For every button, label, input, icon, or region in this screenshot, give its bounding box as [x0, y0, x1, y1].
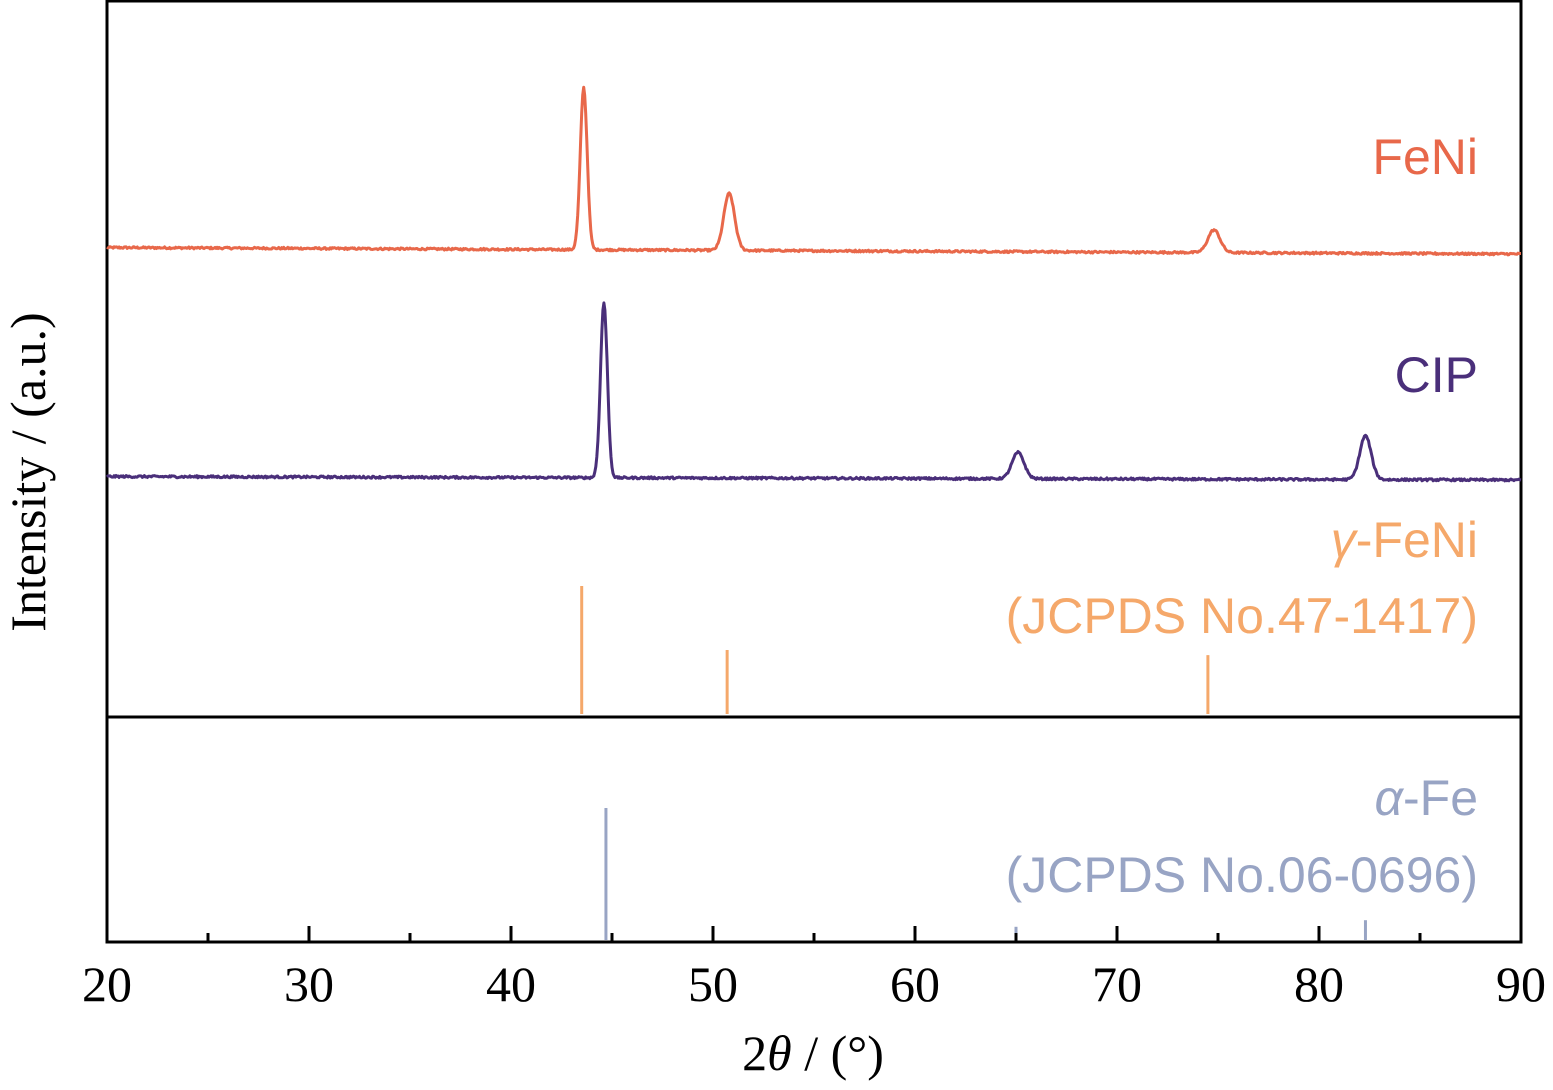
x-axis-title-pre: 2	[742, 1025, 767, 1081]
series-layer	[105, 85, 1522, 483]
x-tick-label: 60	[890, 956, 940, 1012]
label-alpha-fe: α-Fe	[1374, 770, 1478, 826]
x-tick-label: 80	[1294, 956, 1344, 1012]
x-tick-label: 70	[1092, 956, 1142, 1012]
label-gamma-card: (JCPDS No.47-1417)	[1006, 588, 1478, 644]
series-cip-line	[105, 301, 1522, 483]
gamma-name: -FeNi	[1356, 512, 1478, 568]
x-axis-title-post: / (°)	[792, 1025, 884, 1081]
series-feni-line	[106, 85, 1522, 257]
label-gamma-feni: γ-FeNi	[1331, 512, 1478, 568]
x-tick-label: 30	[284, 956, 334, 1012]
x-tick-label: 40	[486, 956, 536, 1012]
x-tick-label: 90	[1496, 956, 1546, 1012]
x-axis-ticks: 20 30 40 50 60 70 80 90	[82, 926, 1546, 1012]
label-feni: FeNi	[1372, 129, 1478, 185]
y-axis-title: Intensity / (a.u.)	[0, 312, 56, 631]
label-alpha-card: (JCPDS No.06-0696)	[1006, 847, 1478, 903]
x-axis-title-theta: θ	[767, 1025, 792, 1081]
gamma-symbol: γ	[1331, 512, 1359, 568]
plot-frame	[105, 0, 1523, 944]
x-axis-title: 2θ / (°)	[742, 1025, 884, 1081]
label-cip: CIP	[1395, 347, 1478, 403]
plot-border	[105, 0, 1523, 944]
x-tick-label: 20	[82, 956, 132, 1012]
alpha-symbol: α	[1374, 770, 1404, 826]
x-tick-label: 50	[688, 956, 738, 1012]
alpha-name: -Fe	[1403, 770, 1478, 826]
